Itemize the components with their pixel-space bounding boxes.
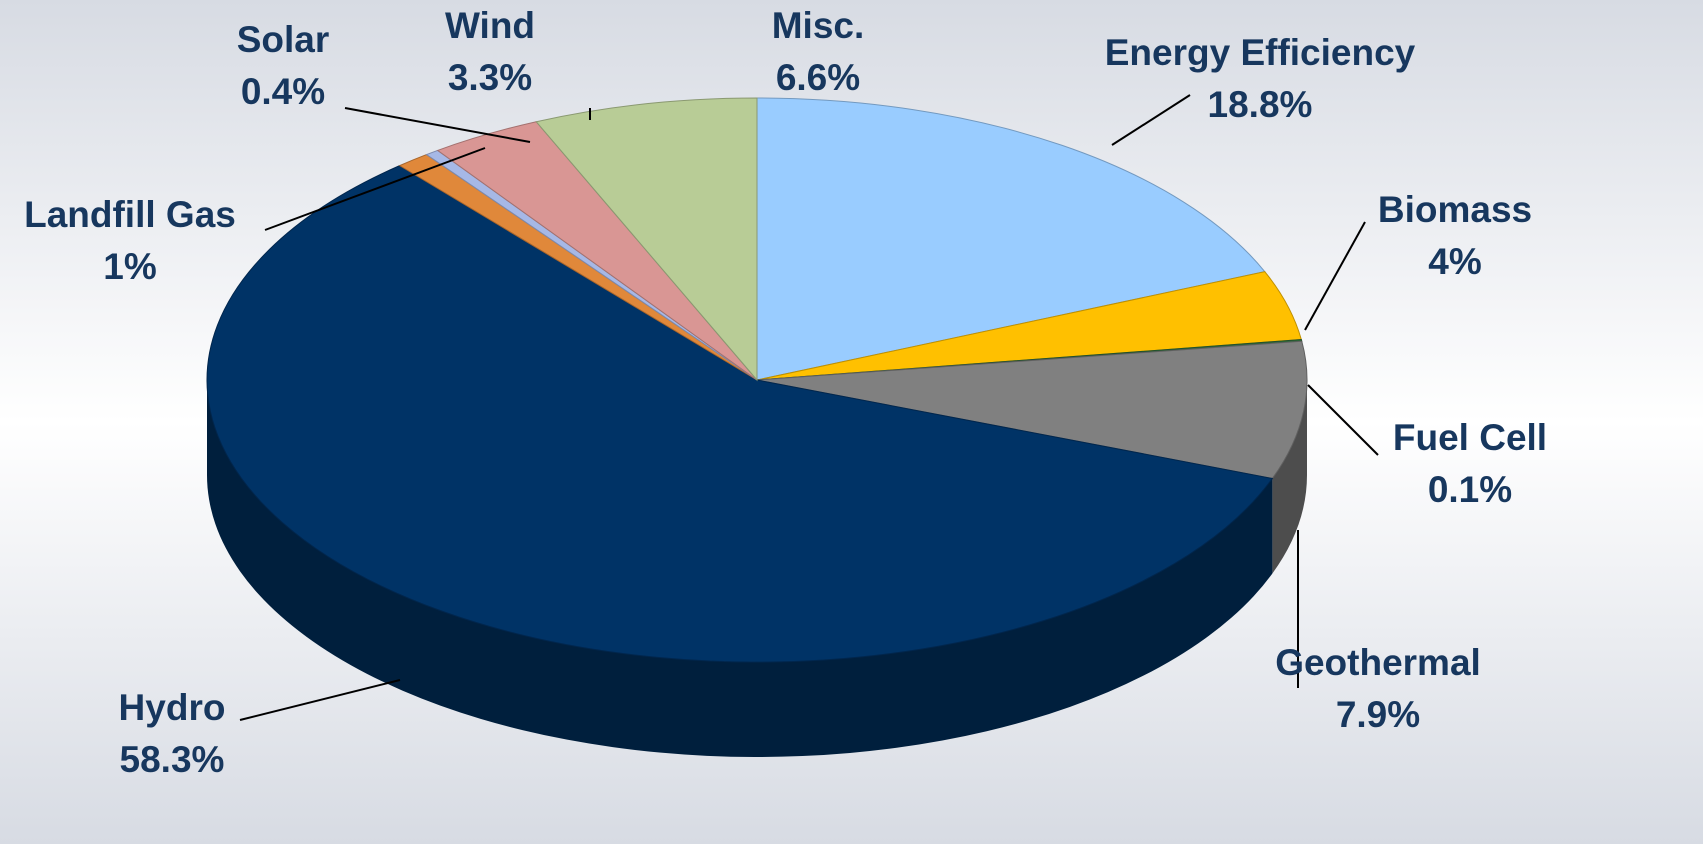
slice-label: Energy Efficiency <box>1105 32 1416 73</box>
slice <box>756 97 1266 381</box>
slice-label: Hydro <box>119 687 226 728</box>
leader-line <box>264 147 486 231</box>
value-label: 18.8% <box>1208 84 1313 125</box>
leader-line <box>239 679 401 721</box>
value-label: 0.1% <box>1428 469 1512 510</box>
slice <box>206 165 1274 663</box>
value-label: 4% <box>1428 241 1481 282</box>
leader-line <box>1307 384 1379 456</box>
leader-line <box>344 107 531 143</box>
slice-label: Geothermal <box>1275 642 1481 683</box>
value-label: 1% <box>103 246 156 287</box>
slice-label: Landfill Gas <box>24 194 236 235</box>
slice <box>535 97 758 382</box>
slice-side <box>207 380 1273 757</box>
slice-label: Wind <box>445 5 535 46</box>
slice <box>756 340 1308 480</box>
value-label: 7.9% <box>1336 694 1420 735</box>
leader-line <box>1304 221 1366 331</box>
slice-label: Misc. <box>772 5 865 46</box>
leader-line <box>1111 94 1191 146</box>
value-label: 0.4% <box>241 71 325 112</box>
slice-label: Solar <box>237 19 330 60</box>
value-label: 3.3% <box>448 57 532 98</box>
slice-side <box>1272 380 1307 574</box>
value-label: 58.3% <box>120 739 225 780</box>
value-label: 6.6% <box>776 57 860 98</box>
slice-label: Fuel Cell <box>1393 417 1547 458</box>
slice-label: Biomass <box>1378 189 1532 230</box>
